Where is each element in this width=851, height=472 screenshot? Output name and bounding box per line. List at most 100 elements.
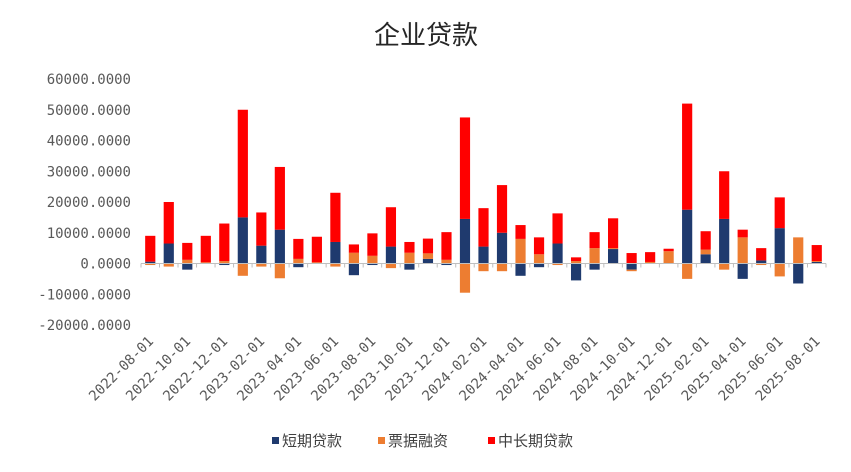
bar-bill-financing (385, 263, 397, 269)
bar-bill-financing (182, 259, 193, 264)
bar-long-term (385, 207, 397, 247)
bar-short-term (219, 263, 230, 266)
y-axis: 60000.0000 50000.0000 40000.0000 30000.0000… (38, 72, 131, 334)
y-tick-label: 60000.0000 (47, 72, 131, 88)
bar-bill-financing (570, 261, 582, 264)
legend-label: 中长期贷款 (498, 432, 573, 450)
bar-bill-financing (626, 269, 637, 272)
plot-area (145, 103, 822, 293)
bar-long-term (200, 235, 211, 263)
y-tick-label: 0.0000 (80, 257, 131, 273)
bar-long-term (219, 223, 230, 262)
bar-bill-financing (756, 263, 767, 266)
bar-short-term (478, 246, 489, 264)
bar-short-term (811, 261, 822, 264)
bar-bill-financing (422, 253, 434, 259)
legend: 短期贷款 票据融资 中长期贷款 (272, 432, 573, 450)
bar-short-term (404, 263, 415, 270)
bar-short-term (793, 263, 804, 284)
bar-long-term (274, 166, 285, 230)
bar-long-term (552, 213, 563, 244)
bar-bill-financing (293, 258, 304, 264)
bar-short-term (293, 263, 304, 268)
bar-long-term (774, 197, 785, 229)
bar-long-term (459, 117, 471, 219)
bar-long-term (608, 218, 619, 249)
legend-swatch (378, 437, 385, 444)
bar-bill-financing (237, 263, 248, 276)
bar-bill-financing (311, 262, 322, 264)
bar-long-term (533, 237, 545, 255)
bar-long-term (182, 242, 193, 260)
bar-bill-financing (552, 263, 563, 266)
bar-short-term (330, 241, 341, 264)
bar-long-term (589, 232, 600, 249)
bar-bill-financing (274, 263, 285, 279)
bar-long-term (330, 192, 341, 242)
bar-short-term (589, 263, 600, 270)
legend-item: 中长期贷款 (488, 432, 573, 450)
bar-long-term (293, 238, 304, 259)
legend-item: 短期贷款 (272, 432, 342, 450)
legend-label: 短期贷款 (282, 432, 342, 450)
bar-bill-financing (682, 263, 693, 279)
legend-item: 票据融资 (378, 432, 448, 450)
bar-long-term (367, 233, 378, 256)
bar-bill-financing (404, 252, 415, 264)
bar-long-term (737, 229, 748, 238)
bar-bill-financing (459, 263, 471, 293)
bar-long-term (145, 235, 156, 262)
bar-bill-financing (256, 263, 267, 267)
bar-bill-financing (774, 263, 785, 277)
bar-bill-financing (700, 249, 711, 255)
x-axis: 2022-08-012022-10-012022-12-012023-02-01… (86, 263, 827, 404)
bar-bill-financing (219, 261, 230, 264)
bar-bill-financing (533, 254, 545, 264)
bar-short-term (274, 229, 285, 264)
bar-short-term (774, 228, 785, 264)
bar-short-term (348, 263, 359, 276)
bar-bill-financing (589, 248, 600, 264)
bar-long-term (756, 248, 767, 261)
bar-short-term (626, 263, 637, 270)
bar-long-term (570, 257, 582, 262)
bar-long-term (163, 202, 174, 244)
bar-short-term (533, 263, 545, 268)
bar-long-term (811, 245, 822, 262)
y-tick-label: -20000.0000 (38, 318, 131, 334)
bar-short-term (570, 263, 582, 281)
bar-bill-financing (645, 261, 656, 264)
bar-bill-financing (163, 263, 174, 267)
bar-long-term (626, 253, 637, 264)
bar-long-term (496, 185, 508, 233)
legend-label: 票据融资 (388, 432, 448, 450)
bar-bill-financing (200, 262, 211, 264)
bar-long-term (348, 244, 359, 253)
bar-bill-financing (737, 237, 748, 264)
bar-long-term (311, 236, 322, 263)
bar-short-term (552, 243, 563, 264)
y-tick-label: 10000.0000 (47, 226, 131, 242)
bar-bill-financing (608, 248, 619, 250)
bar-long-term (682, 103, 693, 210)
bar-bill-financing (330, 263, 341, 267)
bar-short-term (459, 218, 471, 264)
bar-bill-financing (348, 252, 359, 264)
bar-bill-financing (496, 263, 508, 272)
bar-long-term (441, 232, 452, 260)
bar-long-term (422, 238, 434, 254)
chart-title: 企业贷款 (374, 21, 478, 51)
bar-bill-financing (367, 255, 378, 264)
bar-short-term (256, 245, 267, 264)
bar-long-term (515, 225, 526, 239)
bar-bill-financing (145, 263, 156, 266)
bar-bill-financing (515, 238, 526, 264)
bar-short-term (237, 217, 248, 264)
bar-short-term (367, 263, 378, 266)
bar-short-term (385, 246, 397, 264)
legend-swatch (488, 437, 495, 444)
bar-long-term (256, 212, 267, 246)
y-tick-label: 20000.0000 (47, 195, 131, 211)
bar-long-term (645, 252, 656, 262)
